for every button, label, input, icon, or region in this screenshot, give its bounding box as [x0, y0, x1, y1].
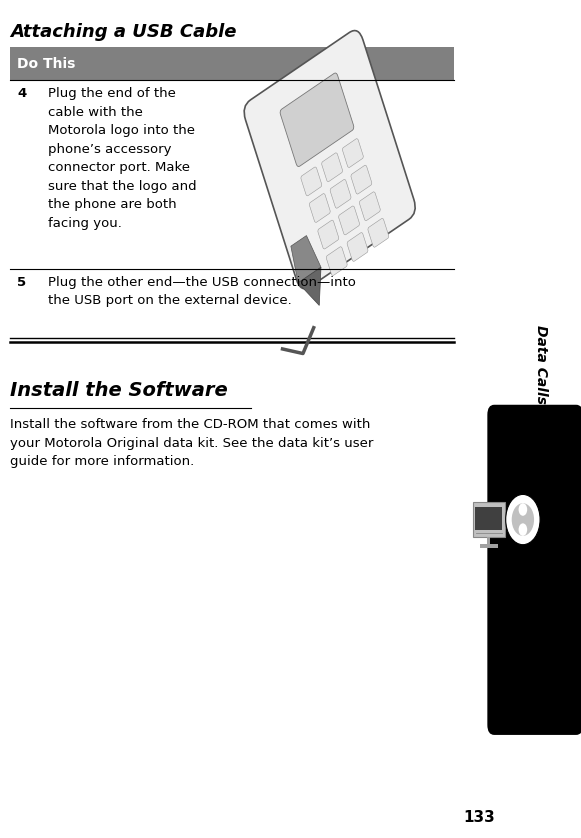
Text: Data Calls: Data Calls	[534, 325, 548, 404]
Text: Install the software from the CD-ROM that comes with
your Motorola Original data: Install the software from the CD-ROM tha…	[10, 418, 374, 468]
Text: 133: 133	[463, 810, 494, 825]
Circle shape	[519, 523, 527, 536]
Text: Do This: Do This	[17, 57, 76, 70]
FancyBboxPatch shape	[342, 138, 363, 168]
FancyBboxPatch shape	[475, 507, 502, 530]
Text: Attaching a USB Cable: Attaching a USB Cable	[10, 23, 237, 41]
FancyBboxPatch shape	[327, 246, 347, 276]
Circle shape	[519, 503, 527, 516]
FancyBboxPatch shape	[487, 405, 581, 735]
FancyBboxPatch shape	[318, 220, 339, 249]
Text: Install the Software: Install the Software	[10, 381, 228, 401]
Polygon shape	[291, 235, 321, 283]
FancyBboxPatch shape	[347, 232, 368, 261]
Circle shape	[512, 503, 534, 536]
FancyBboxPatch shape	[368, 219, 389, 247]
Polygon shape	[298, 267, 321, 305]
FancyBboxPatch shape	[473, 502, 504, 537]
FancyBboxPatch shape	[322, 153, 343, 182]
Circle shape	[505, 494, 540, 545]
FancyBboxPatch shape	[339, 206, 360, 235]
FancyBboxPatch shape	[360, 192, 381, 220]
FancyBboxPatch shape	[487, 537, 490, 544]
FancyBboxPatch shape	[330, 179, 351, 209]
FancyBboxPatch shape	[301, 167, 322, 196]
Text: 5: 5	[17, 276, 26, 289]
FancyBboxPatch shape	[351, 165, 372, 194]
Text: 4: 4	[17, 87, 27, 101]
Text: Plug the end of the
cable with the
Motorola logo into the
phone’s accessory
conn: Plug the end of the cable with the Motor…	[48, 87, 196, 230]
FancyBboxPatch shape	[10, 47, 454, 80]
FancyBboxPatch shape	[280, 73, 354, 167]
FancyBboxPatch shape	[309, 194, 330, 222]
FancyBboxPatch shape	[244, 30, 415, 289]
FancyBboxPatch shape	[479, 544, 498, 548]
Text: Plug the other end—the USB connection—into
the USB port on the external device.: Plug the other end—the USB connection—in…	[48, 276, 356, 308]
